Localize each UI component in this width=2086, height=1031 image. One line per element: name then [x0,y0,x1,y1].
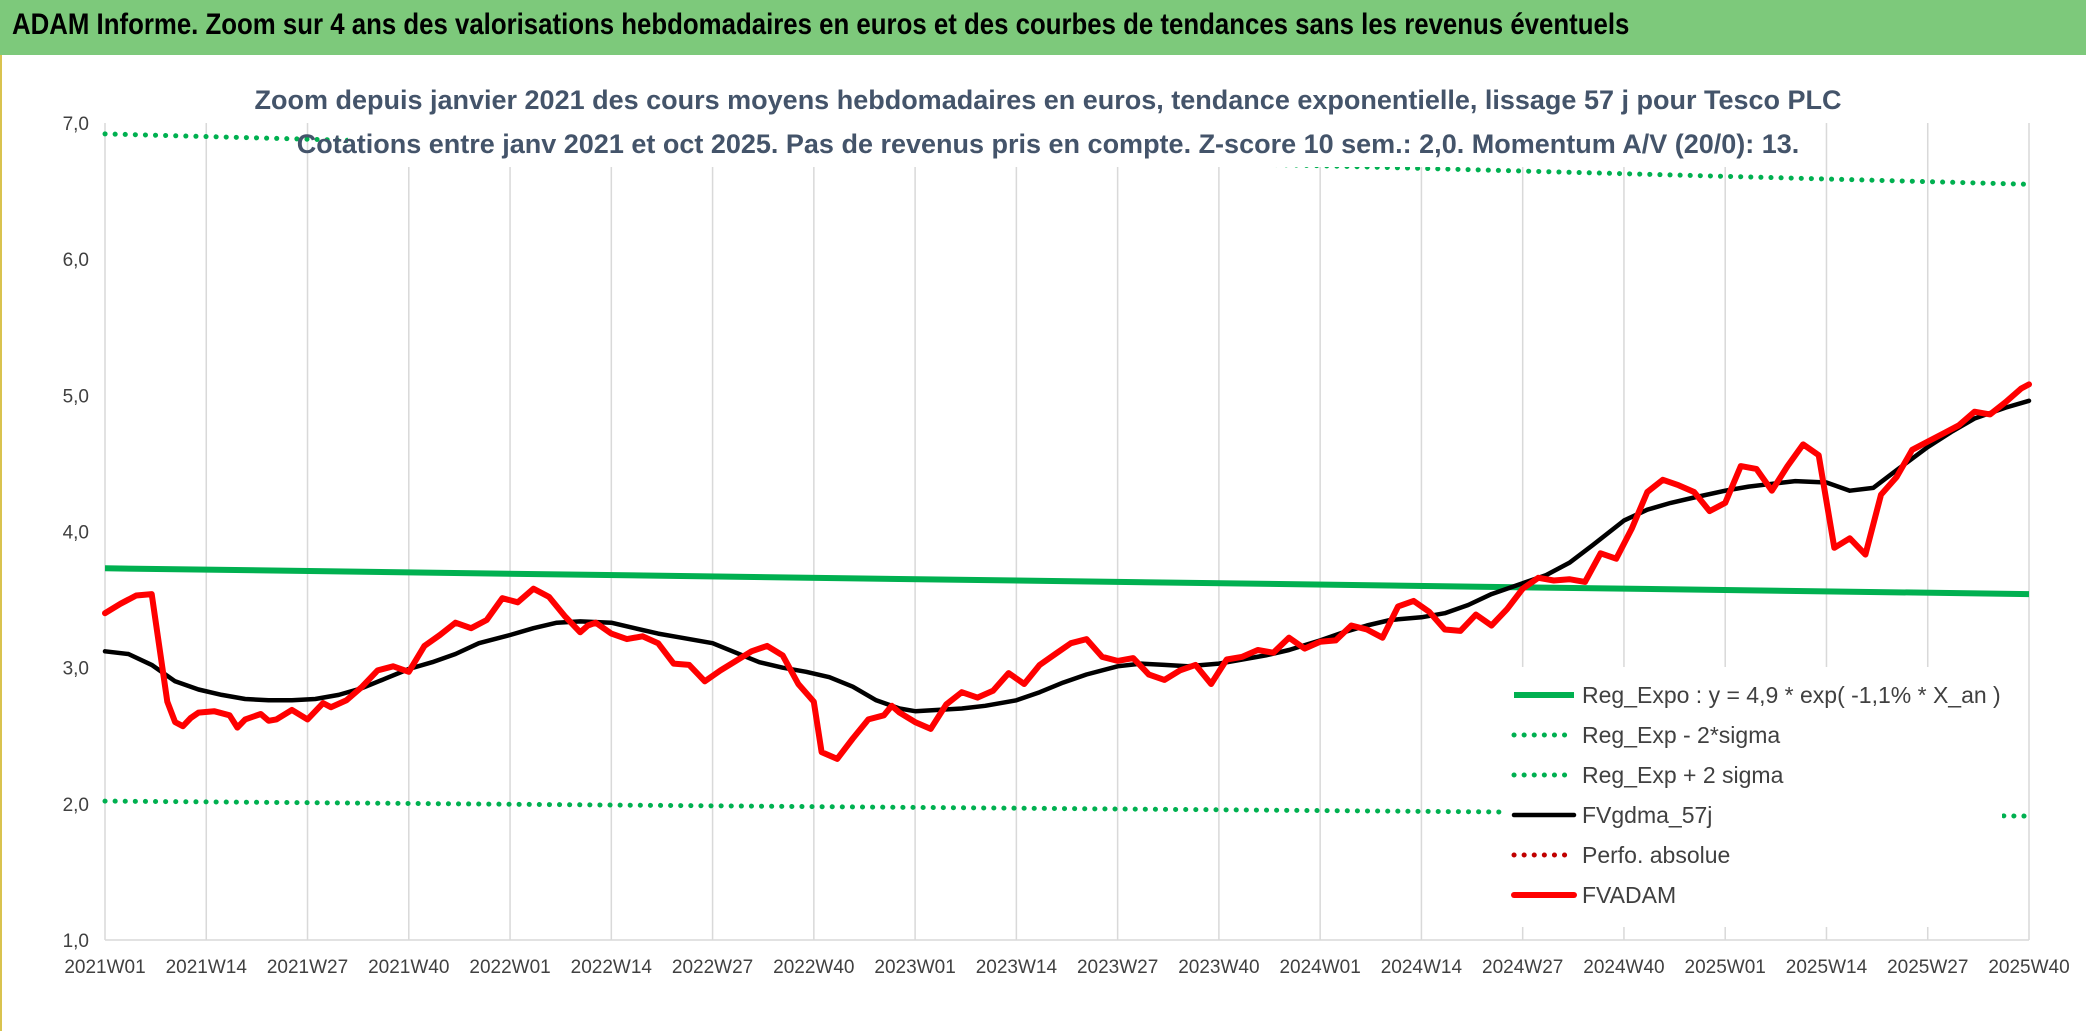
series-line-1 [102,798,2032,819]
legend-label: FVADAM [1582,882,1676,908]
x-tick-label: 2022W14 [571,957,653,978]
y-tick-label: 6,0 [63,250,89,271]
title-background [348,75,1748,167]
y-tick-label: 5,0 [63,386,89,407]
chart-title-line1: Zoom depuis janvier 2021 des cours moyen… [254,85,1841,115]
x-tick-label: 2023W40 [1178,957,1259,978]
legend-label: Perfo. absolue [1582,842,1730,868]
x-tick-label: 2022W27 [672,957,753,978]
x-tick-label: 2025W01 [1685,957,1766,978]
y-tick-label: 4,0 [63,523,89,544]
header-bar: ADAM Informe. Zoom sur 4 ans des valoris… [0,0,2086,58]
series-line-0 [104,565,2030,598]
x-tick-label: 2024W14 [1381,957,1463,978]
axis-labels: 2021W01 2021W14 2021W27 2021W40 2022W01 2022W… [63,114,2070,978]
series-line-5 [102,381,2032,762]
x-tick-label: 2023W14 [976,957,1058,978]
y-tick-label: 3,0 [63,659,89,680]
y-tick-label: 1,0 [63,931,89,952]
x-tick-label: 2022W01 [469,957,550,978]
x-tick-label: 2025W40 [1988,957,2069,978]
legend-label: Reg_Exp + 2 sigma [1582,762,1784,788]
x-tick-label: 2021W40 [368,957,449,978]
chart-frame: Zoom depuis janvier 2021 des cours moyen… [0,55,2086,1031]
chart-title-line2: Cotations entre janv 2021 et oct 2025. P… [297,129,1800,159]
x-tick-label: 2025W27 [1887,957,1968,978]
y-tick-label: 7,0 [63,114,89,135]
x-tick-label: 2024W27 [1482,957,1563,978]
y-tick-label: 2,0 [63,795,89,816]
legend-label: FVgdma_57j [1582,802,1712,828]
legend-label: Reg_Exp - 2*sigma [1582,722,1780,748]
series-layer [102,131,2032,819]
x-tick-label: 2024W40 [1583,957,1664,978]
x-tick-label: 2022W40 [773,957,854,978]
page-title: ADAM Informe. Zoom sur 4 ans des valoris… [12,8,1630,41]
x-tick-label: 2024W01 [1279,957,1360,978]
chart: Zoom depuis janvier 2021 des cours moyen… [63,75,2070,978]
grid [104,123,2030,941]
x-tick-label: 2023W27 [1077,957,1158,978]
x-tick-label: 2021W01 [64,957,145,978]
x-tick-label: 2021W14 [166,957,248,978]
legend-label: Reg_Expo : y = 4,9 * exp( -1,1% * X_an ) [1582,682,2001,708]
legend-background [1502,667,2002,927]
x-tick-label: 2021W27 [267,957,348,978]
x-tick-label: 2025W14 [1786,957,1868,978]
legend: Reg_Expo : y = 4,9 * exp( -1,1% * X_an )… [1502,667,2002,927]
x-tick-label: 2023W01 [874,957,955,978]
